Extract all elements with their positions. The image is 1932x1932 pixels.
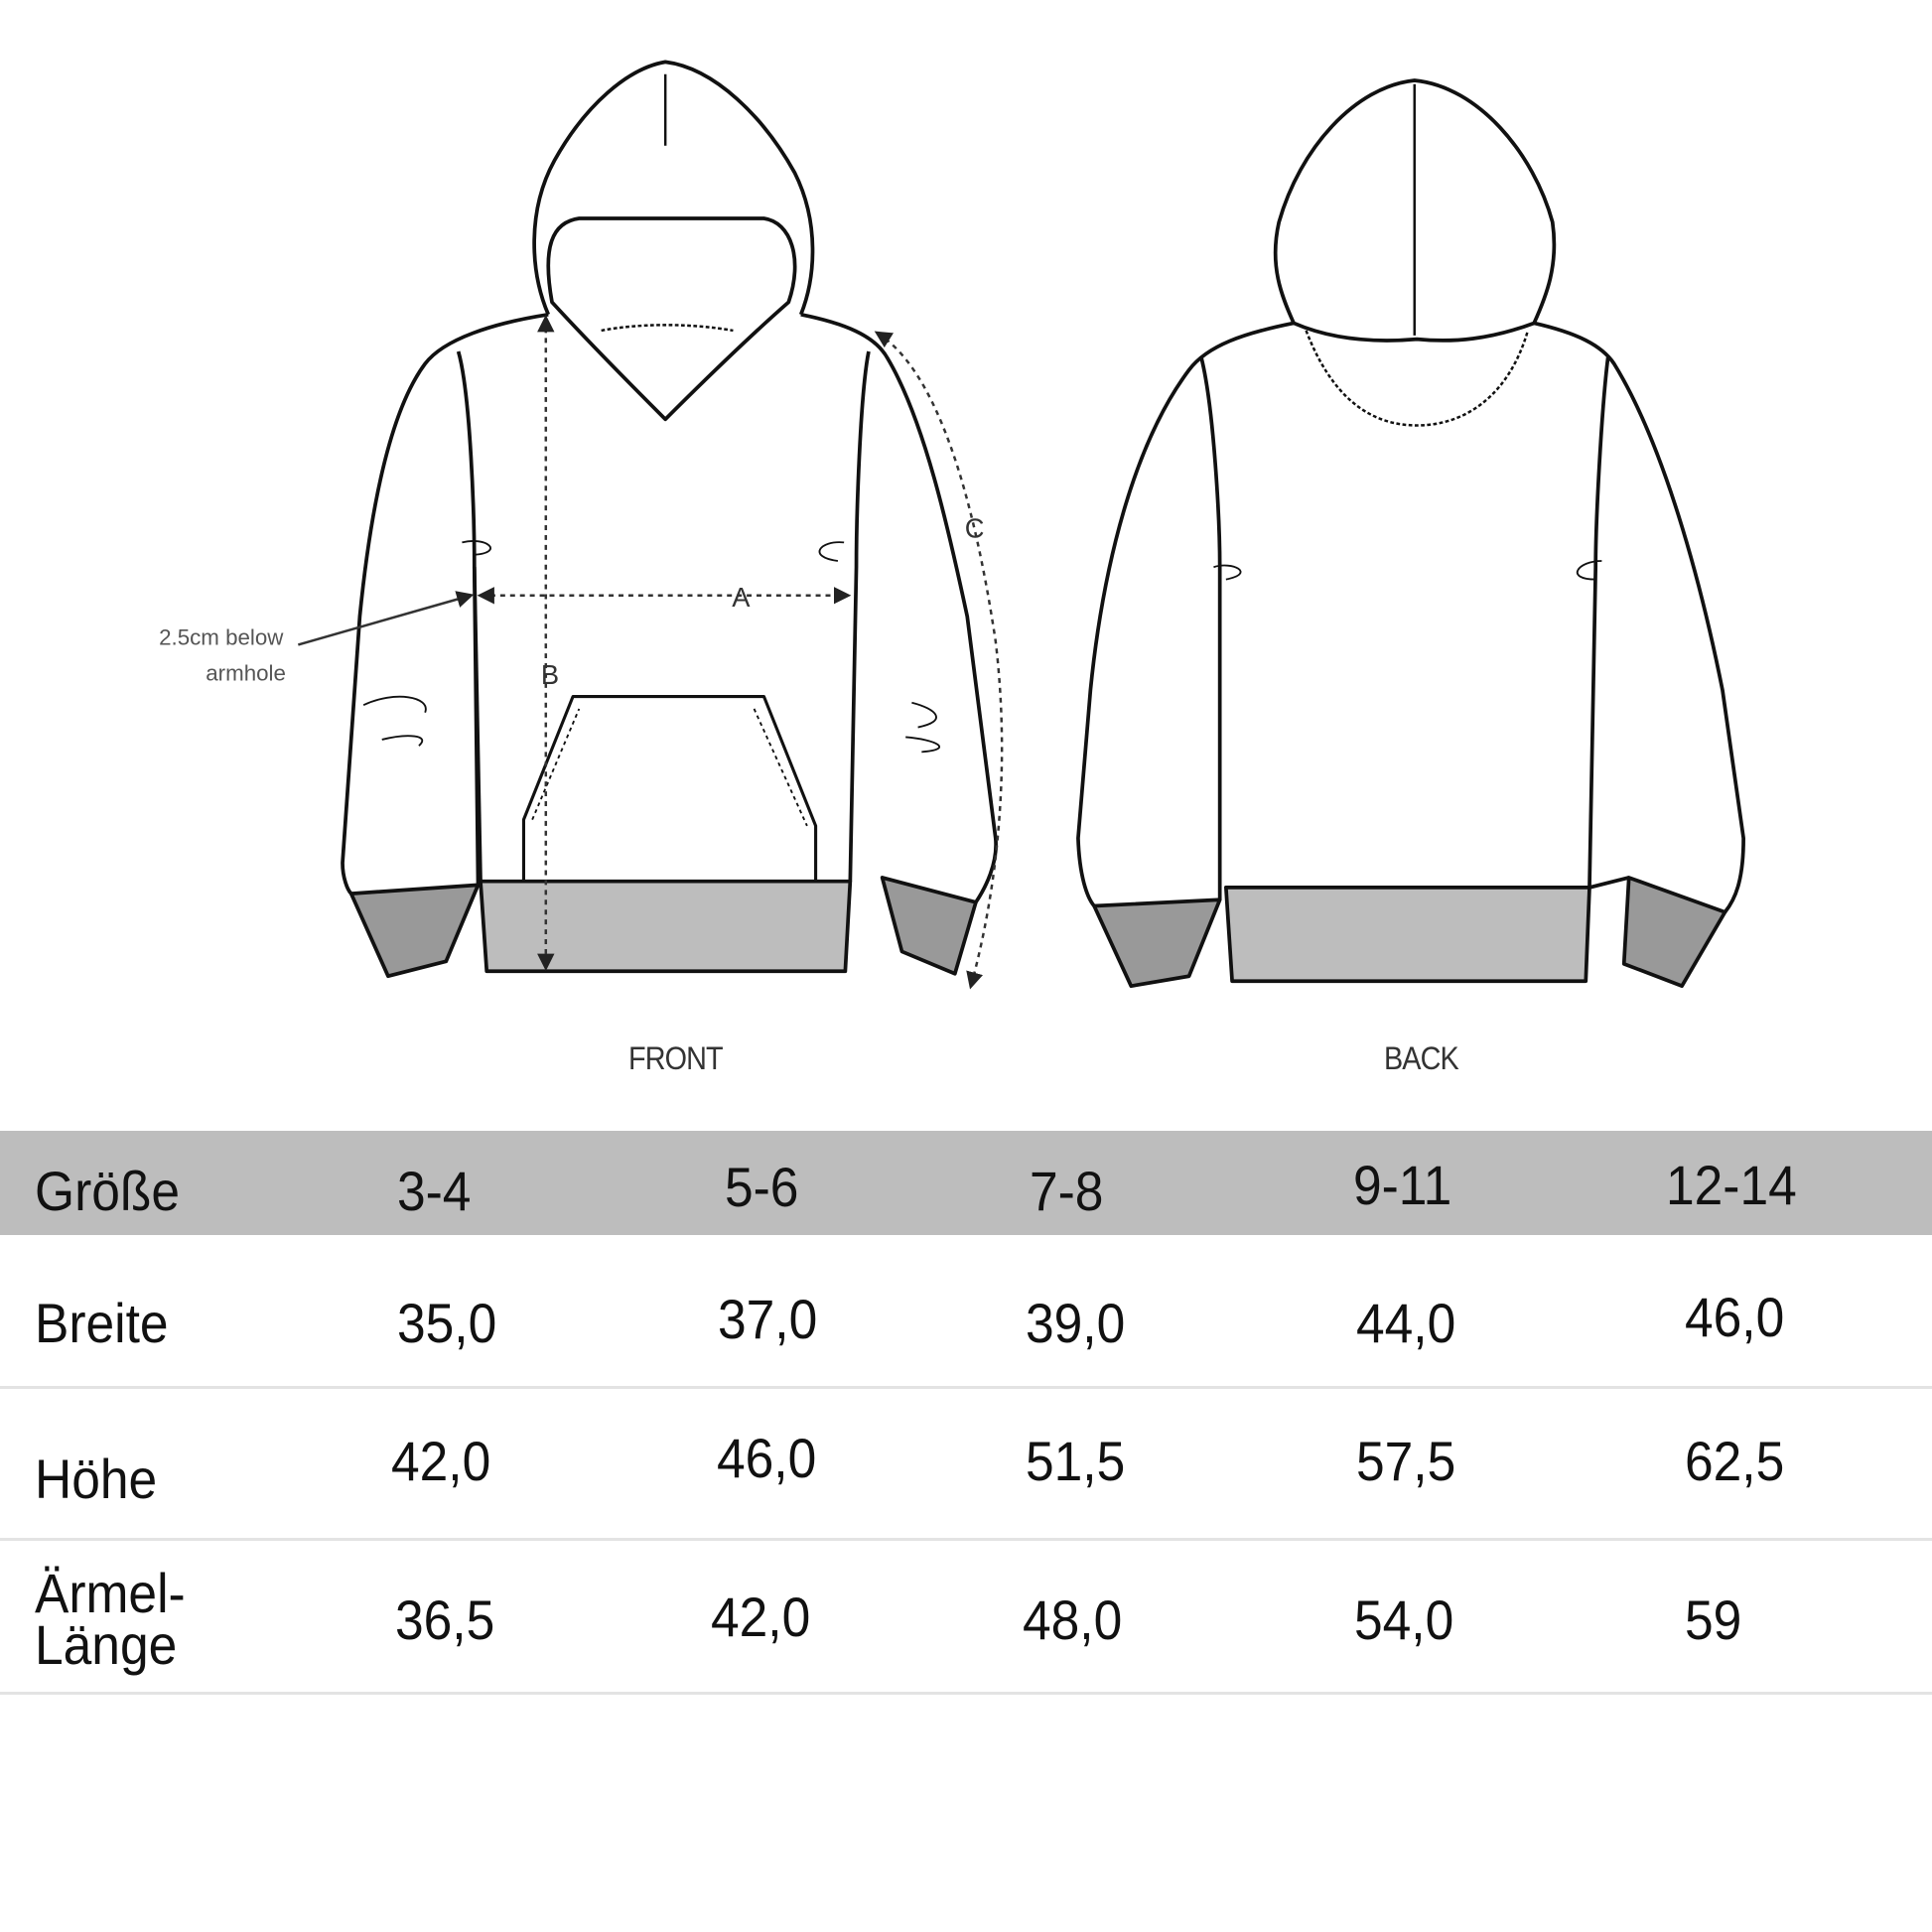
- table-row-hoehe: Höhe 42,0 46,0 51,5 57,5 62,5: [0, 1389, 1932, 1541]
- table-cell: 51,5: [1026, 1430, 1126, 1492]
- back-right-cuff: [1621, 876, 1727, 989]
- table-cell: 36,5: [395, 1588, 495, 1651]
- back-hood: [1273, 78, 1557, 343]
- table-cell: 57,5: [1356, 1430, 1456, 1492]
- measurement-annotations: [297, 315, 1004, 990]
- table-cell: 59: [1685, 1588, 1742, 1651]
- back-waistband: [1224, 886, 1591, 984]
- hoodie-technical-drawing: A B C 2.5cm below armhole: [159, 60, 1745, 990]
- table-cell: 42,0: [711, 1586, 811, 1648]
- size-table: Größe 3-4 5-6 7-8 9-11 12-14 Breite 35,0…: [0, 1131, 1932, 1695]
- table-row-aermel-laenge: Ärmel- Länge 36,5 42,0 48,0 54,0 59: [0, 1541, 1932, 1695]
- front-waistband: [479, 879, 853, 974]
- row-label-line2: Länge: [35, 1613, 178, 1676]
- row-label: Breite: [35, 1292, 169, 1354]
- armhole-note-line2: armhole: [206, 660, 286, 685]
- table-cell: 37,0: [718, 1288, 818, 1350]
- size-header-cell: 12-14: [1666, 1154, 1797, 1216]
- size-header-row: Größe 3-4 5-6 7-8 9-11 12-14: [0, 1131, 1932, 1235]
- measure-c-label: C: [965, 512, 985, 543]
- measure-c-line: [874, 331, 1004, 990]
- table-cell: 46,0: [1685, 1286, 1785, 1348]
- table-cell: 42,0: [391, 1430, 491, 1492]
- armhole-note-line1: 2.5cm below: [159, 624, 284, 649]
- back-left-cuff: [1092, 897, 1222, 989]
- front-view-label: FRONT: [628, 1040, 724, 1076]
- measure-b-label: B: [541, 659, 559, 690]
- front-left-cuff: [348, 883, 481, 979]
- table-cell: 39,0: [1026, 1292, 1126, 1354]
- table-cell: 46,0: [717, 1427, 817, 1489]
- back-view-label: BACK: [1384, 1040, 1459, 1076]
- table-cell: 54,0: [1354, 1588, 1454, 1651]
- front-pocket: [521, 694, 818, 882]
- size-header-label: Größe: [35, 1160, 181, 1222]
- table-row-breite: Breite 35,0 37,0 39,0 44,0 46,0: [0, 1235, 1932, 1389]
- note-pointer-line: [297, 591, 475, 646]
- table-cell: 35,0: [397, 1292, 497, 1354]
- front-hood: [532, 60, 815, 316]
- table-cell: 44,0: [1356, 1292, 1456, 1354]
- table-cell: 62,5: [1685, 1430, 1785, 1492]
- back-hoodie: [1076, 78, 1745, 989]
- size-header-cell: 7-8: [1030, 1160, 1104, 1222]
- size-header-cell: 9-11: [1353, 1154, 1452, 1216]
- size-header-cell: 5-6: [725, 1156, 799, 1218]
- front-hoodie: [341, 60, 998, 979]
- front-right-cuff: [880, 876, 978, 976]
- row-label: Höhe: [35, 1448, 158, 1510]
- measure-a-label: A: [732, 582, 751, 613]
- table-cell: 48,0: [1023, 1588, 1123, 1651]
- size-header-cell: 3-4: [397, 1160, 472, 1222]
- row-label-line1: Ärmel-: [35, 1562, 186, 1624]
